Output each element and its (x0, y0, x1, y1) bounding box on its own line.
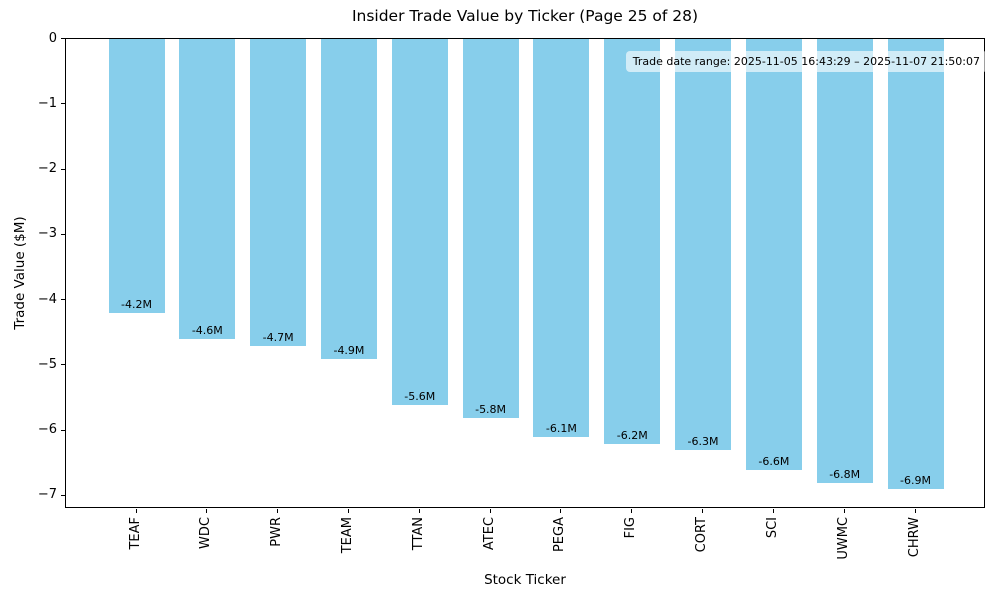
y-tick-label: −7 (37, 487, 57, 503)
x-tick-label-FIG: FIG (623, 517, 639, 539)
x-tick-mark (843, 509, 845, 513)
bar-value-label: -5.8M (475, 402, 507, 416)
x-tick-label-PEGA: PEGA (552, 517, 568, 553)
bar-TEAM: -4.9M (320, 39, 377, 359)
x-tick-label-TEAF: TEAF (127, 517, 143, 550)
bar-value-label: -5.6M (404, 389, 436, 403)
x-tick-mark (277, 509, 279, 513)
bar-TTAN: -5.6M (391, 39, 448, 405)
bar-value-label: -4.7M (262, 330, 294, 344)
bar-value-label: -4.6M (191, 324, 223, 338)
bar-value-label: -6.3M (687, 435, 719, 449)
x-tick-label-ATEC: ATEC (481, 517, 497, 551)
bar-PWR: -4.7M (250, 39, 307, 346)
bar-value-label: -6.1M (545, 422, 577, 436)
bar-value-label: -6.2M (616, 428, 648, 442)
bar-WDC: -4.6M (179, 39, 236, 340)
trade-date-range-annotation: Trade date range: 2025-11-05 16:43:29 – … (625, 51, 987, 72)
x-tick-mark (702, 509, 703, 513)
x-tick-mark (206, 509, 208, 513)
bar-CORT: -6.3M (675, 39, 732, 451)
bar-CHRW: -6.9M (887, 39, 944, 490)
bar-PEGA: -6.1M (533, 39, 590, 438)
bar-TEAF: -4.2M (108, 39, 165, 314)
x-tick-mark (135, 509, 137, 513)
x-tick-label-WDC: WDC (198, 517, 214, 549)
x-tick-mark (348, 509, 349, 513)
x-tick-mark (489, 509, 491, 513)
bar-value-label: -6.9M (900, 474, 931, 488)
chart-title: Insider Trade Value by Ticker (Page 25 o… (351, 7, 699, 25)
x-tick-mark (631, 509, 633, 513)
x-tick-mark (914, 509, 916, 513)
y-tick-label: −2 (37, 161, 57, 177)
x-tick-label-PWR: PWR (269, 517, 285, 547)
x-axis-label: Stock Ticker (484, 572, 566, 588)
bar-value-label: -4.9M (333, 343, 365, 357)
bar-value-label: -4.2M (121, 298, 152, 312)
y-tick-label: −1 (37, 95, 57, 111)
x-tick-mark (418, 509, 420, 513)
y-tick-label: −5 (37, 356, 57, 372)
x-tick-label-CHRW: CHRW (906, 517, 922, 558)
x-tick-label-SCI: SCI (764, 517, 780, 539)
x-tick-label-CORT: CORT (694, 517, 709, 553)
y-tick-label: −6 (37, 422, 57, 438)
x-tick-mark (560, 509, 562, 513)
bar-FIG: -6.2M (604, 39, 661, 444)
bar-SCI: -6.6M (745, 39, 802, 470)
x-tick-label-TTAN: TTAN (410, 517, 426, 551)
y-axis-label: Trade Value ($M) (12, 216, 28, 330)
bar-value-label: -6.8M (829, 467, 861, 481)
bar-value-label: -6.6M (758, 454, 790, 468)
bar-ATEC: -5.8M (462, 39, 519, 418)
bar-UWMC: -6.8M (816, 39, 873, 483)
y-tick-label: 0 (48, 30, 57, 46)
x-tick-label-TEAM: TEAM (340, 517, 355, 554)
x-tick-mark (772, 509, 774, 513)
x-tick-label-UWMC: UWMC (835, 517, 851, 560)
plot-area: -4.2M -4.6M -4.7M -4.9M -5.6M -5.8M -6.1M -6.2M… (65, 38, 985, 508)
